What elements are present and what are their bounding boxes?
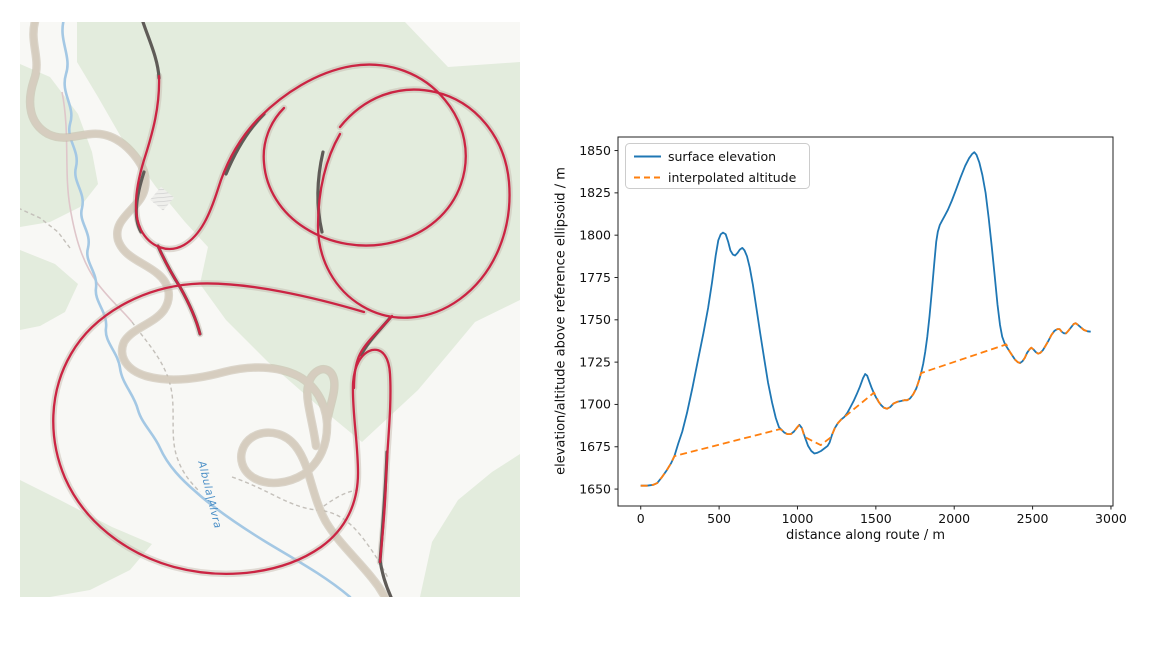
legend-box: [625, 143, 810, 189]
svg-text:1675: 1675: [579, 439, 611, 454]
track-bottom-loop: [52, 282, 392, 575]
dark-road-exit: [378, 558, 393, 597]
minor-road: [61, 91, 133, 323]
road-hairpin-spur: [304, 366, 338, 450]
track-cross-strand: [156, 244, 202, 336]
svg-text:1725: 1725: [579, 354, 611, 369]
track-right-loop: [316, 88, 511, 319]
axes-spines: [617, 136, 1114, 507]
series-lines: [640, 151, 1091, 487]
series-line-1: [640, 322, 1091, 487]
svg-text:3000: 3000: [1095, 511, 1127, 526]
svg-text:1775: 1775: [579, 270, 611, 285]
svg-text:1000: 1000: [782, 511, 814, 526]
chart-axes: 0 500 1000 1500 2000 2500 3000 1650 1675 1700 1725…: [579, 136, 1127, 526]
svg-text:1800: 1800: [579, 227, 611, 242]
svg-text:2500: 2500: [1017, 511, 1049, 526]
svg-text:2000: 2000: [938, 511, 970, 526]
map-panel: Albula|Alvra: [20, 22, 520, 597]
road-top-left: [26, 22, 142, 164]
building-hatch: [150, 186, 175, 211]
x-axis-label: distance along route / m: [785, 528, 946, 543]
svg-text:0: 0: [637, 511, 645, 526]
y-axis-label: elevation/altitude above reference ellip…: [553, 167, 569, 475]
svg-text:1825: 1825: [579, 185, 611, 200]
svg-text:500: 500: [707, 511, 731, 526]
dark-road-top: [141, 22, 161, 80]
road-pass: [114, 156, 389, 597]
svg-text:1700: 1700: [579, 397, 611, 412]
svg-text:1650: 1650: [579, 481, 611, 496]
legend-label-1: interpolated altitude: [668, 170, 797, 185]
tick-labels: 0 500 1000 1500 2000 2500 3000 1650 1675 1700 1725…: [579, 143, 1127, 526]
svg-text:1750: 1750: [579, 312, 611, 327]
legend: surface elevation interpolated altitude: [625, 143, 810, 189]
legend-label-0: surface elevation: [668, 149, 776, 164]
gps-track-path: [52, 63, 511, 575]
series-line-0: [640, 151, 1091, 487]
track-stem-and-left-loop: [134, 63, 467, 250]
map-svg: [20, 22, 520, 597]
svg-text:1850: 1850: [579, 143, 611, 158]
svg-text:1500: 1500: [860, 511, 892, 526]
roads: [26, 22, 389, 597]
